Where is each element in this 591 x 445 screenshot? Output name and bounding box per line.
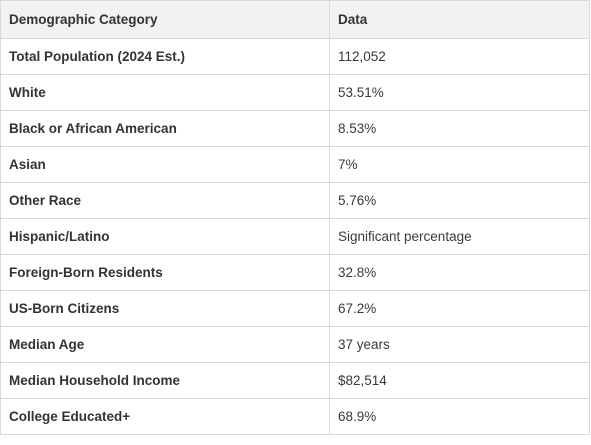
row-value: 53.51% (329, 74, 590, 111)
row-category: Total Population (2024 Est.) (0, 38, 330, 75)
row-category: Foreign-Born Residents (0, 254, 330, 291)
header-data: Data (329, 0, 590, 39)
row-value: 112,052 (329, 38, 590, 75)
row-category: White (0, 74, 330, 111)
row-category: Black or African American (0, 110, 330, 147)
row-category: Other Race (0, 182, 330, 219)
table-row: White 53.51% (0, 74, 590, 111)
header-row: Demographic Category Data (0, 0, 590, 39)
table-row: Foreign-Born Residents 32.8% (0, 254, 590, 291)
row-category: Median Age (0, 326, 330, 363)
table-row: US-Born Citizens 67.2% (0, 290, 590, 327)
row-value: 7% (329, 146, 590, 183)
row-category: College Educated+ (0, 398, 330, 435)
table-header: Demographic Category Data (0, 0, 590, 39)
row-value: $82,514 (329, 362, 590, 399)
table-row: Total Population (2024 Est.) 112,052 (0, 38, 590, 75)
row-value: 5.76% (329, 182, 590, 219)
table-row: Black or African American 8.53% (0, 110, 590, 147)
row-value: 37 years (329, 326, 590, 363)
table-row: Asian 7% (0, 146, 590, 183)
row-value: 32.8% (329, 254, 590, 291)
table-row: Hispanic/Latino Significant percentage (0, 218, 590, 255)
row-value: 8.53% (329, 110, 590, 147)
row-category: Asian (0, 146, 330, 183)
row-value: 68.9% (329, 398, 590, 435)
table-row: Other Race 5.76% (0, 182, 590, 219)
demographics-table: Demographic Category Data Total Populati… (0, 0, 590, 435)
row-value: 67.2% (329, 290, 590, 327)
table-row: College Educated+ 68.9% (0, 398, 590, 435)
row-value: Significant percentage (329, 218, 590, 255)
row-category: Median Household Income (0, 362, 330, 399)
header-category: Demographic Category (0, 0, 330, 39)
row-category: US-Born Citizens (0, 290, 330, 327)
row-category: Hispanic/Latino (0, 218, 330, 255)
table-body: Total Population (2024 Est.) 112,052 Whi… (0, 38, 590, 435)
table-row: Median Age 37 years (0, 326, 590, 363)
table-row: Median Household Income $82,514 (0, 362, 590, 399)
